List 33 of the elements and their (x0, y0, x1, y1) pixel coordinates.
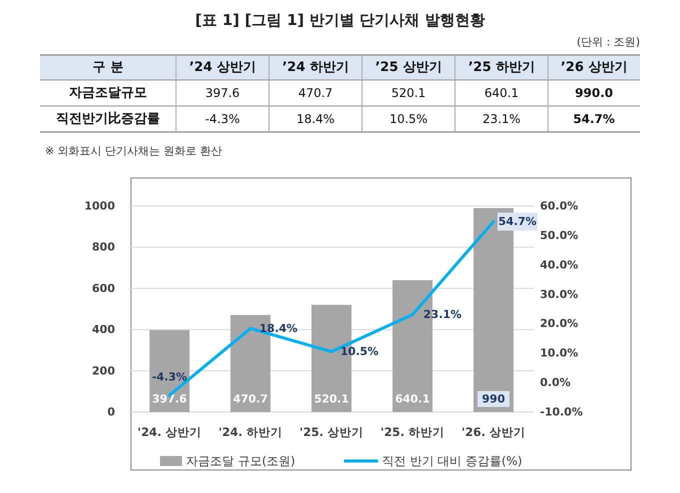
y2-tick-label: 50.0% (540, 228, 578, 242)
y2-tick-label: 0.0% (540, 376, 571, 390)
y2-tick-label: 30.0% (540, 288, 578, 301)
data-label: -4.3% (152, 370, 188, 384)
table: (단위 : 조원) 구 분 ’24 상반기 ’24 하반기 ’25 상반기 ’25 하반기 ’26 상반기 자금조달규모 397.6 470.7 520.1 640.1 990.0 직전반기比증감률 -4.3% 18.4% 10.5% 23.1% 54.7% ※ 외화표시 단기사채는 원화로 환산 (40, 36, 640, 158)
x-tick-label: '25. 하반기 (380, 425, 444, 439)
x-tick-label: '24. 하반기 (218, 425, 282, 439)
data-label: 10.5% (340, 345, 379, 358)
y2-tick-label: 10.0% (540, 346, 578, 360)
data-label: 990 (482, 392, 506, 406)
data-label: 23.1% (423, 308, 462, 322)
data-label: 640.1 (395, 392, 430, 406)
y-tick-label: 800 (92, 240, 116, 254)
y-tick-label: 200 (92, 364, 116, 378)
data-label: 470.7 (233, 392, 268, 406)
y-tick-label: 400 (92, 323, 116, 336)
data-label: 18.4% (259, 322, 298, 335)
y-tick-label: 0 (107, 406, 116, 418)
data-label: 520.1 (314, 392, 349, 406)
y-tick-label: 1000 (84, 200, 116, 212)
y2-tick-label: 20.0% (540, 317, 578, 330)
y2-tick-label: 40.0% (540, 258, 578, 272)
legend-label: 직전 반기 대비 증감률(%) (382, 454, 522, 468)
y2-tick-label: 60.0% (540, 200, 578, 212)
chart-title: [표 1] [그림 1] 반기별 단기사채 발행현황 (195, 11, 485, 29)
legend-label: 자금조달 규모(조원) (186, 454, 296, 468)
x-tick-label: '24. 상반기 (138, 425, 202, 439)
y2-tick-label: -10.0% (540, 406, 583, 418)
data-label: 54.7% (498, 215, 537, 228)
y-tick-label: 600 (92, 282, 116, 295)
x-tick-label: '26. 상반기 (462, 425, 526, 439)
x-tick-label: '25. 상반기 (300, 425, 364, 439)
data-label: 397.6 (152, 392, 188, 406)
